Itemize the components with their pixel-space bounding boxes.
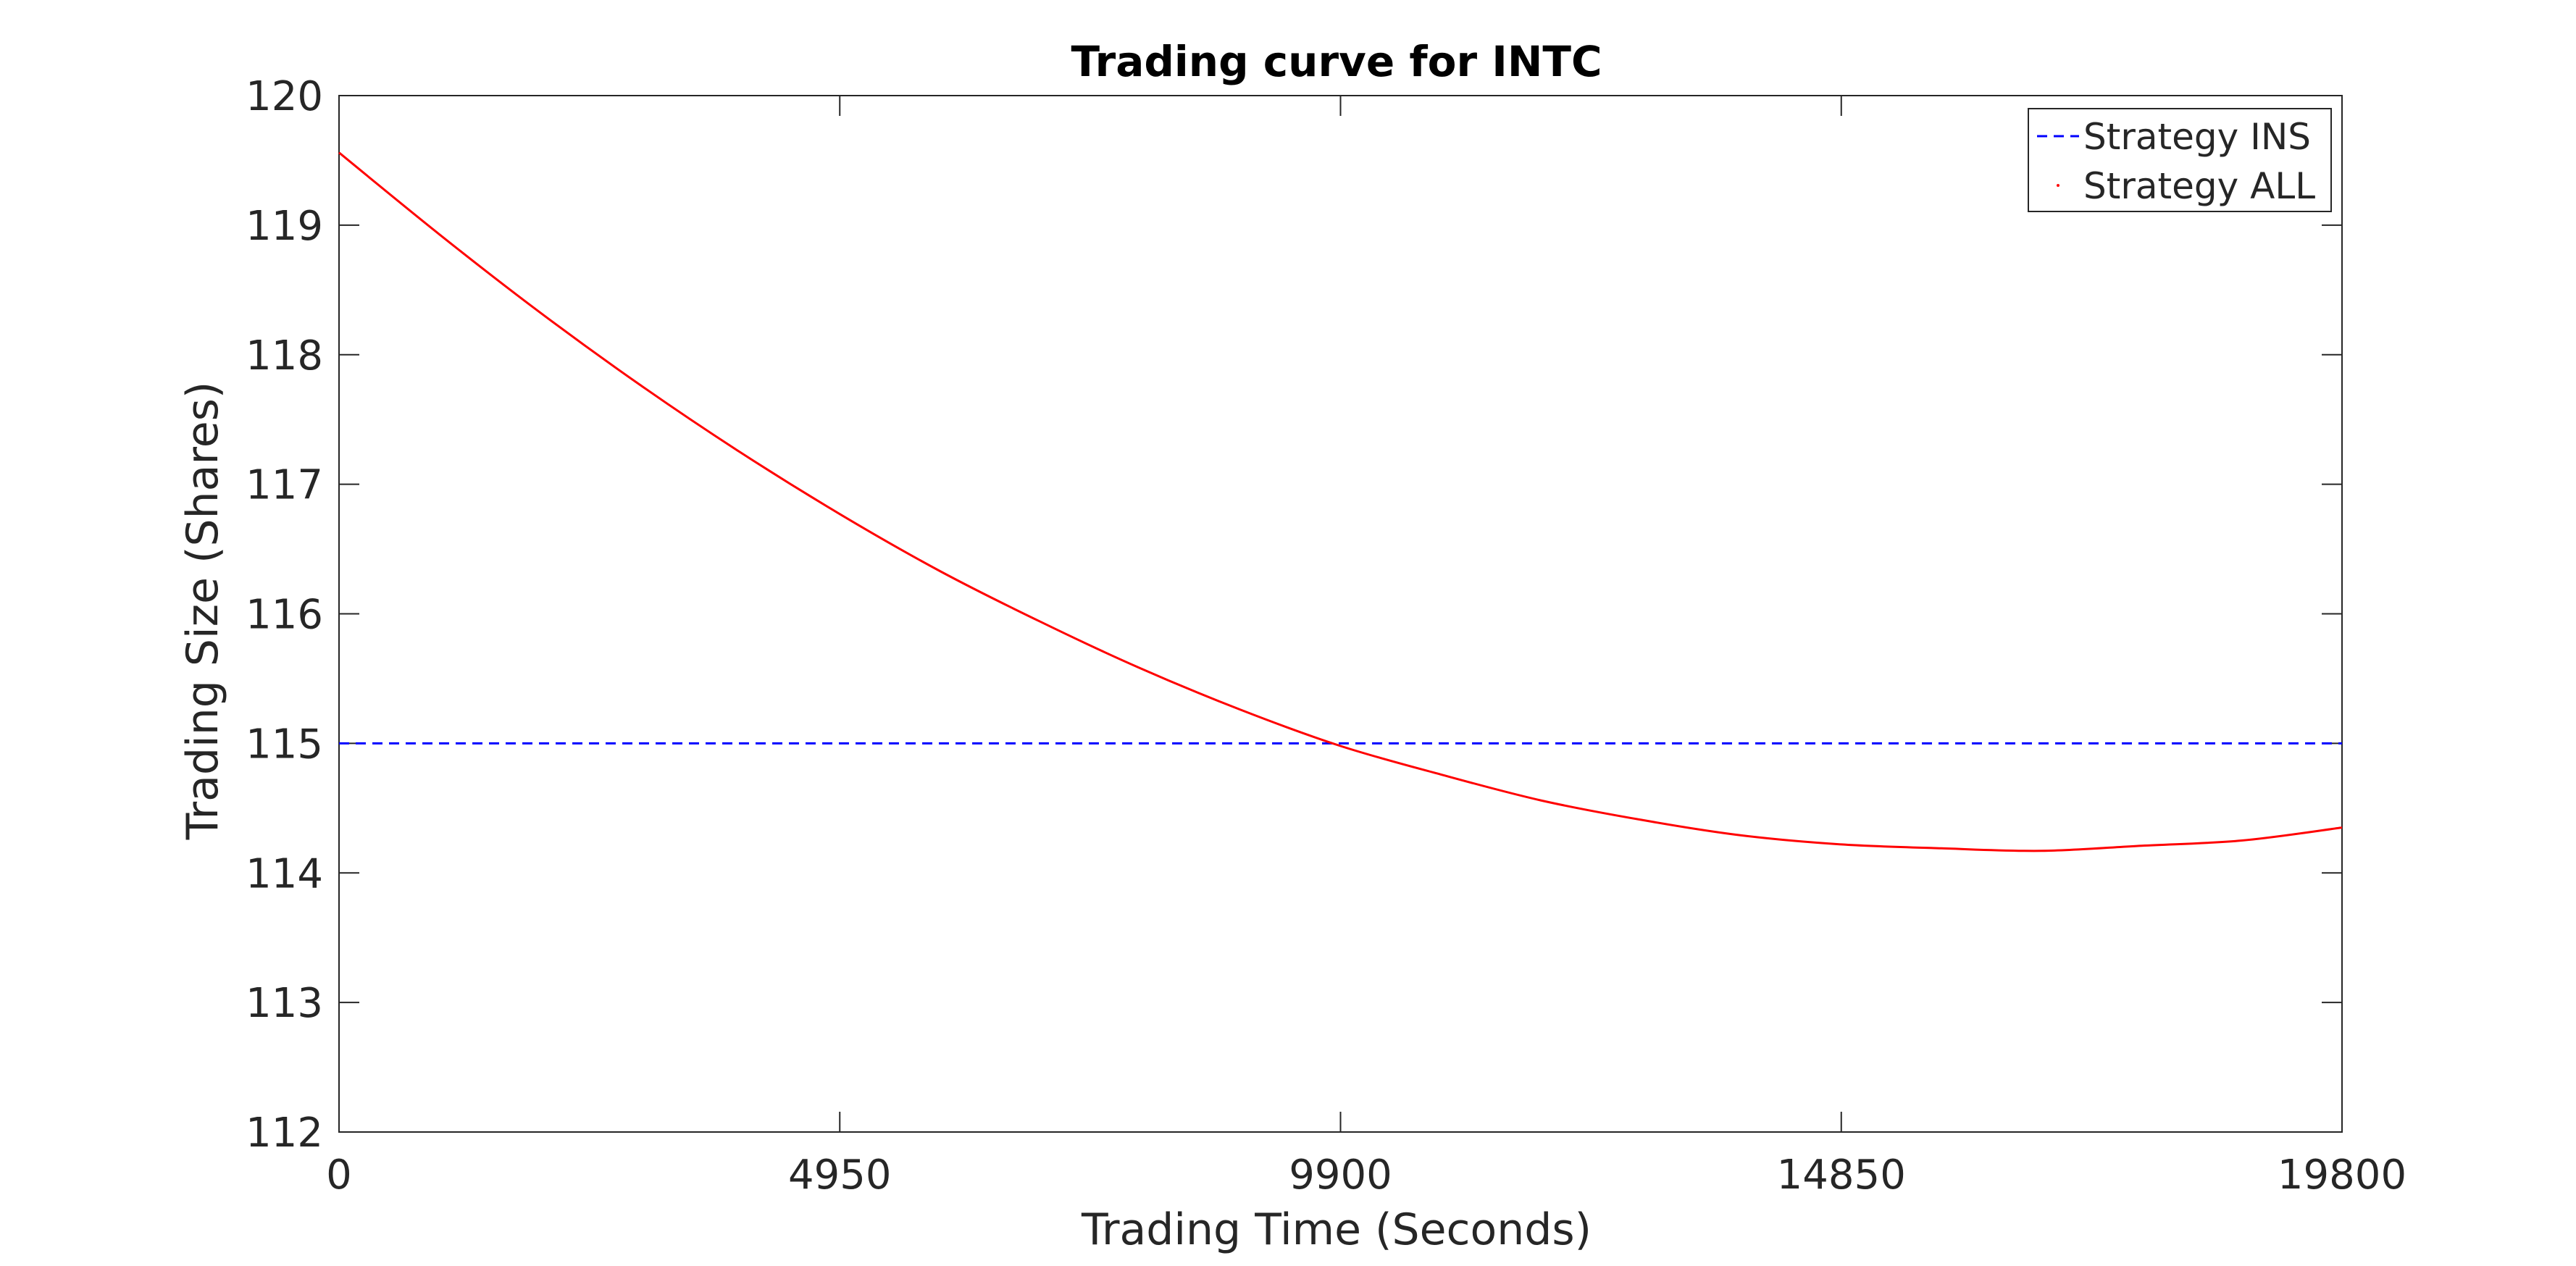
y-tick-label: 113 — [246, 980, 323, 1027]
x-axis-title: Trading Time (Seconds) — [1081, 1204, 1592, 1255]
x-tick-label: 4950 — [788, 1152, 892, 1199]
y-tick-label: 115 — [246, 721, 323, 768]
series-line-strategy-all — [338, 151, 2343, 852]
legend-box — [2028, 108, 2332, 212]
x-tick-label: 0 — [326, 1152, 352, 1199]
y-tick-label: 119 — [246, 203, 323, 250]
series-layer — [338, 151, 2343, 852]
plot-area: 0 4950 9900 14850 19800 112 113 114 115 116 117 118… — [246, 73, 2406, 1199]
y-tick-label: 112 — [246, 1110, 323, 1157]
x-tick-label: 14850 — [1777, 1152, 1906, 1199]
y-tick-label: 120 — [246, 73, 323, 120]
y-axis-title: Trading Size (Shares) — [177, 382, 228, 841]
legend-swatch-strategy-all — [2057, 184, 2059, 187]
legend-label-strategy-all: Strategy ALL — [2083, 165, 2315, 207]
y-tick-label: 118 — [246, 332, 323, 380]
legend-label-strategy-ins: Strategy INS — [2083, 116, 2311, 158]
x-tick-label: 9900 — [1289, 1152, 1392, 1199]
axis-ticks: 0 4950 9900 14850 19800 112 113 114 115 116 117 118… — [246, 73, 2406, 1199]
legend: Strategy INS Strategy ALL — [2028, 108, 2332, 212]
y-tick-label: 114 — [246, 850, 323, 897]
chart-title: Trading curve for INTC — [1071, 37, 1602, 86]
x-tick-label: 19800 — [2278, 1152, 2406, 1199]
y-tick-label: 116 — [246, 592, 323, 639]
y-tick-label: 117 — [246, 462, 323, 509]
